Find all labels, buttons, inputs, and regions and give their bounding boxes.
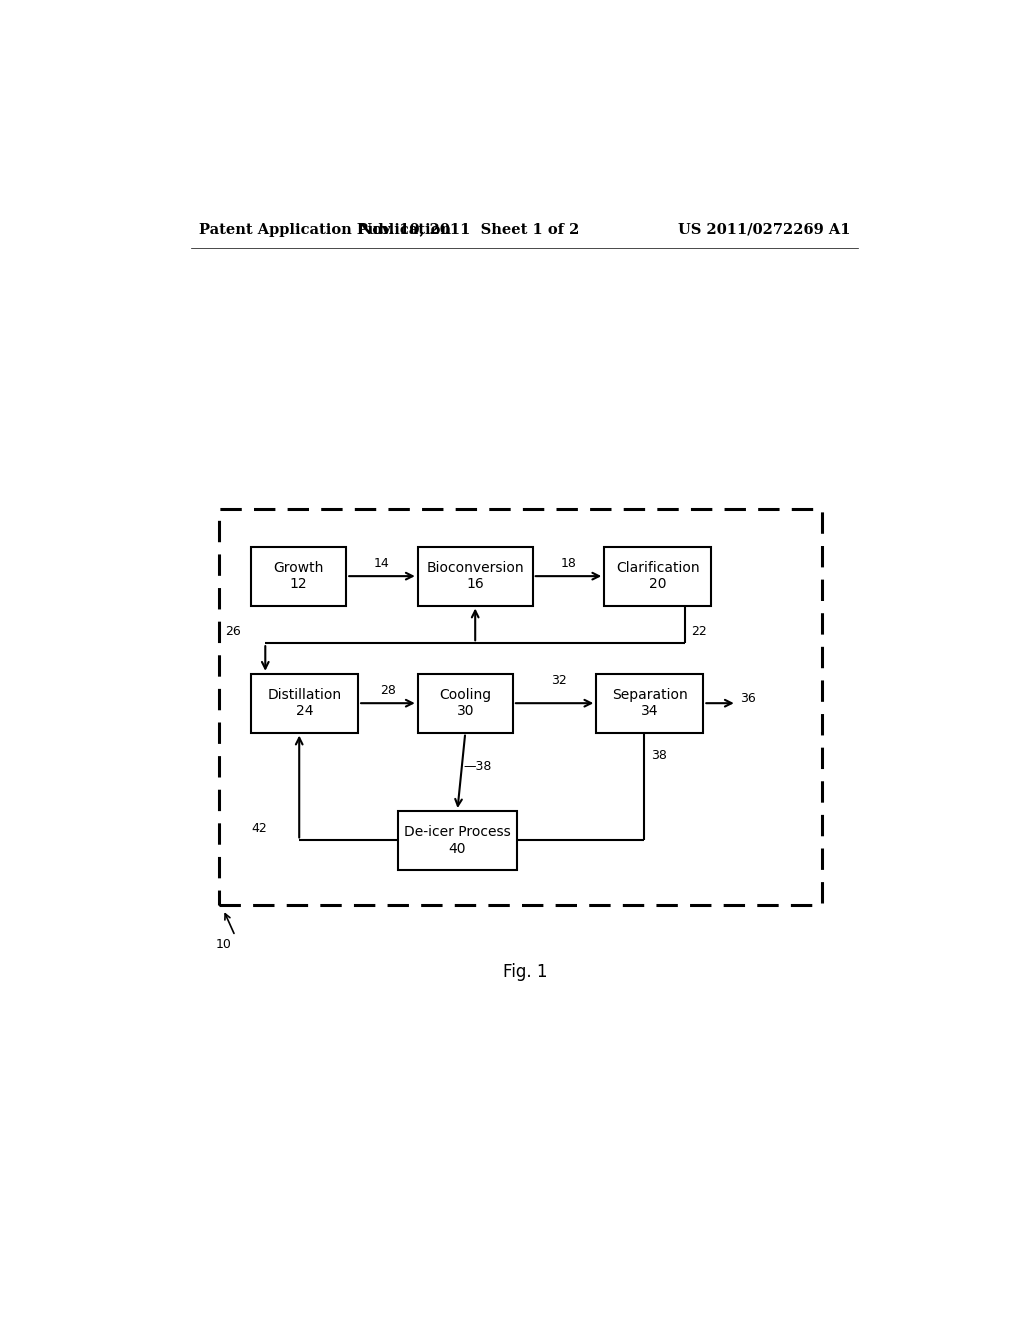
Text: Clarification
20: Clarification 20 [615, 561, 699, 591]
Text: Fig. 1: Fig. 1 [503, 962, 547, 981]
Text: 26: 26 [225, 624, 242, 638]
Text: Cooling
30: Cooling 30 [439, 688, 492, 718]
Bar [219, 510, 822, 906]
Text: 14: 14 [374, 557, 390, 570]
Text: 32: 32 [551, 675, 566, 688]
Bar [251, 546, 346, 606]
Text: Distillation
24: Distillation 24 [267, 688, 342, 718]
Text: De-icer Process
40: De-icer Process 40 [404, 825, 511, 855]
Text: 36: 36 [740, 692, 756, 705]
Text: 42: 42 [252, 822, 267, 834]
Bar [604, 546, 712, 606]
Bar [418, 673, 513, 733]
Bar [251, 673, 358, 733]
Bar [397, 810, 517, 870]
Text: —38: —38 [464, 760, 493, 774]
Text: 28: 28 [380, 685, 396, 697]
Text: 18: 18 [560, 557, 577, 570]
Bar [418, 546, 532, 606]
Text: Bioconversion
16: Bioconversion 16 [426, 561, 524, 591]
Text: Nov. 10, 2011  Sheet 1 of 2: Nov. 10, 2011 Sheet 1 of 2 [359, 223, 580, 236]
Text: Patent Application Publication: Patent Application Publication [200, 223, 452, 236]
Text: 10: 10 [215, 937, 231, 950]
Text: US 2011/0272269 A1: US 2011/0272269 A1 [678, 223, 850, 236]
Bar [596, 673, 703, 733]
Text: 22: 22 [691, 624, 707, 638]
Text: Growth
12: Growth 12 [273, 561, 324, 591]
Text: Separation
34: Separation 34 [612, 688, 688, 718]
Text: 38: 38 [651, 748, 667, 762]
